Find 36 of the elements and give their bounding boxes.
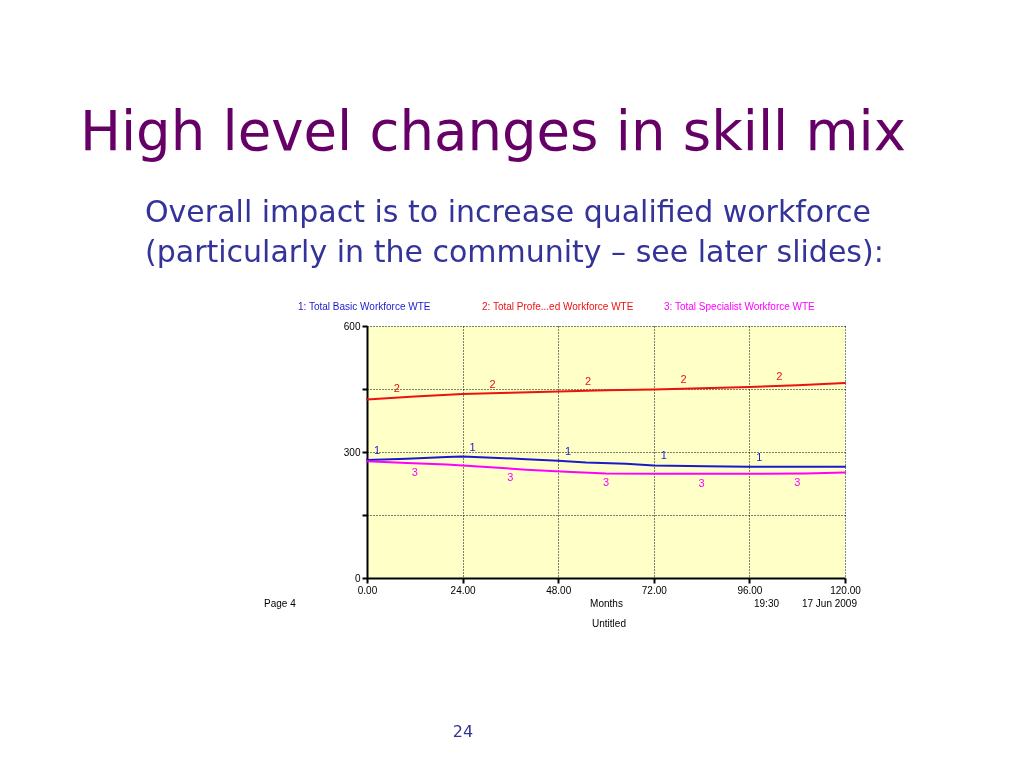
annotation: 3 <box>507 471 514 484</box>
annotation: 1 <box>373 443 381 456</box>
annotation: 1 <box>565 445 572 458</box>
annotation: 2 <box>680 372 687 385</box>
y-tick-label: 300 <box>343 446 361 458</box>
annotation: 3 <box>411 466 418 479</box>
text: 3: Total Specialist Workforce WTE <box>664 301 816 312</box>
x-tick-label: 96.00 <box>737 584 763 596</box>
annotation: 2 <box>776 370 783 383</box>
x-tick-label: 0.00 <box>357 584 378 596</box>
x-tick-label: 72.00 <box>641 584 668 596</box>
text: 1: Total Basic Workforce WTE <box>298 301 431 312</box>
text: 24 <box>452 722 474 741</box>
annotation: 3 <box>602 476 610 489</box>
chart-title: High level changes in skill mix <box>80 99 906 163</box>
text: 2: Total Profe...ed Workforce WTE <box>482 301 634 312</box>
text: Untitled <box>592 618 626 629</box>
text: 17 Jun 2009 <box>801 598 858 609</box>
annotation: 2 <box>489 377 496 390</box>
annotation: 2 <box>585 374 592 387</box>
y-tick-label: 0 <box>354 572 361 584</box>
x-tick-label: 48.00 <box>546 584 572 596</box>
annotation: 1 <box>756 450 763 463</box>
text: 19:30 <box>754 598 780 609</box>
annotation: 1 <box>660 449 667 462</box>
annotation: 1 <box>469 441 476 454</box>
y-tick-label: 600 <box>343 320 361 332</box>
line-series <box>366 460 846 475</box>
annotation: 3 <box>794 476 801 489</box>
text: Page 4 <box>264 598 297 609</box>
x-tick-label: 120.00 <box>830 584 862 596</box>
annotation: 3 <box>698 476 705 489</box>
x-axis-title: Months <box>590 597 623 609</box>
chart-subtitle: Overall impact is to increase qualified workforce (particularly in the community – see later slides): <box>145 194 884 269</box>
x-tick-label: 24.00 <box>450 584 477 596</box>
annotation: 2 <box>393 381 400 394</box>
